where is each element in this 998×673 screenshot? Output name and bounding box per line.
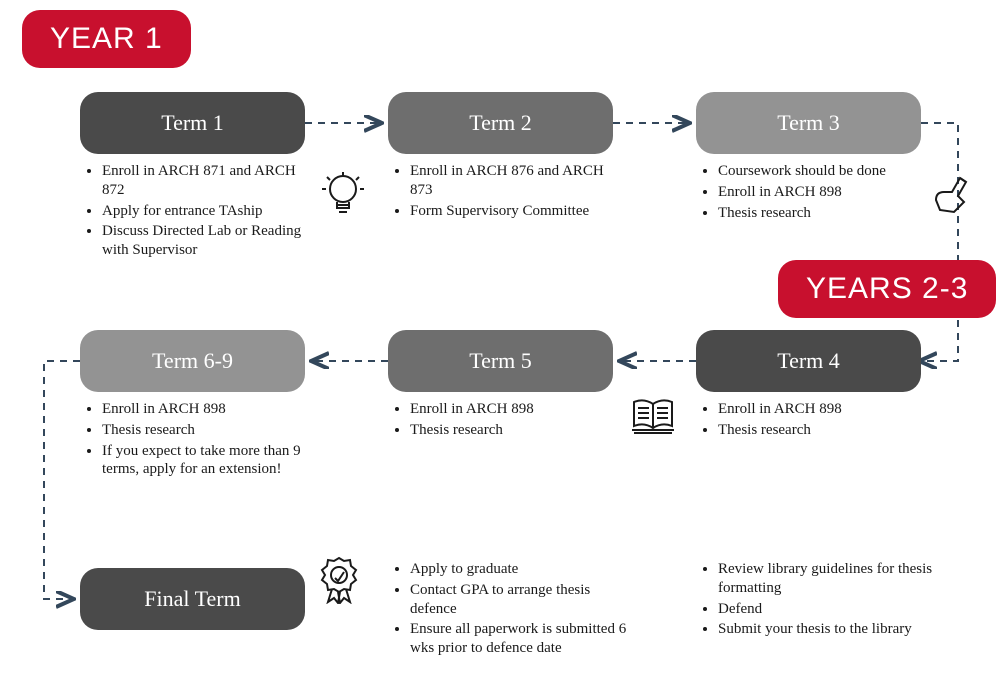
bullet-item: Enroll in ARCH 898	[718, 183, 936, 202]
bullet-item: Thesis research	[718, 421, 936, 440]
bullet-item: Thesis research	[102, 421, 320, 440]
bullet-item: Enroll in ARCH 898	[410, 400, 628, 419]
award-ribbon-icon	[318, 556, 360, 604]
term-3-box: Term 3	[696, 92, 921, 154]
bullet-item: Defend	[718, 600, 936, 619]
term-6-9-label: Term 6-9	[152, 348, 233, 374]
bullet-item: Review library guidelines for thesis for…	[718, 560, 936, 598]
final-term-box: Final Term	[80, 568, 305, 630]
term-1-box: Term 1	[80, 92, 305, 154]
term-3-label: Term 3	[777, 110, 840, 136]
term-6-9-box: Term 6-9	[80, 330, 305, 392]
bullet-item: Ensure all paperwork is submitted 6 wks …	[410, 620, 628, 658]
term-4-box: Term 4	[696, 330, 921, 392]
bullet-item: Submit your thesis to the library	[718, 620, 936, 639]
bullet-item: Enroll in ARCH 876 and ARCH 873	[410, 162, 628, 200]
bullet-item: Enroll in ARCH 871 and ARCH 872	[102, 162, 320, 200]
term-1-label: Term 1	[161, 110, 224, 136]
term-5-box: Term 5	[388, 330, 613, 392]
term-2-box: Term 2	[388, 92, 613, 154]
final-term-bullets-b: Review library guidelines for thesis for…	[696, 560, 936, 641]
term-1-bullets: Enroll in ARCH 871 and ARCH 872 Apply for…	[80, 162, 320, 262]
term-4-bullets: Enroll in ARCH 898 Thesis research	[696, 400, 936, 442]
bullet-item: Contact GPA to arrange thesis defence	[410, 581, 628, 619]
final-term-label: Final Term	[144, 586, 240, 612]
bullet-item: Discuss Directed Lab or Reading with Sup…	[102, 222, 320, 260]
bullet-item: Enroll in ARCH 898	[102, 400, 320, 419]
bullet-item: Thesis research	[410, 421, 628, 440]
bullet-item: Form Supervisory Committee	[410, 202, 628, 221]
bullet-item: Enroll in ARCH 898	[718, 400, 936, 419]
book-icon	[630, 396, 676, 436]
year-1-badge: YEAR 1	[22, 10, 191, 68]
bullet-item: Apply to graduate	[410, 560, 628, 579]
term-2-bullets: Enroll in ARCH 876 and ARCH 873 Form Supe…	[388, 162, 628, 222]
years-2-3-badge: YEARS 2-3	[778, 260, 996, 318]
bullet-item: Apply for entrance TAship	[102, 202, 320, 221]
term-4-label: Term 4	[777, 348, 840, 374]
term-2-label: Term 2	[469, 110, 532, 136]
final-term-bullets-a: Apply to graduate Contact GPA to arrange …	[388, 560, 628, 660]
year-1-label: YEAR 1	[50, 22, 163, 55]
lightbulb-icon	[322, 172, 364, 220]
term-5-label: Term 5	[469, 348, 532, 374]
term-5-bullets: Enroll in ARCH 898 Thesis research	[388, 400, 628, 442]
pencil-hand-icon	[930, 172, 978, 220]
term-6-9-bullets: Enroll in ARCH 898 Thesis research If you …	[80, 400, 320, 481]
term-3-bullets: Coursework should be done Enroll in ARCH …	[696, 162, 936, 224]
bullet-item: Coursework should be done	[718, 162, 936, 181]
years-2-3-label: YEARS 2-3	[806, 272, 968, 305]
bullet-item: Thesis research	[718, 204, 936, 223]
bullet-item: If you expect to take more than 9 terms,…	[102, 442, 320, 480]
